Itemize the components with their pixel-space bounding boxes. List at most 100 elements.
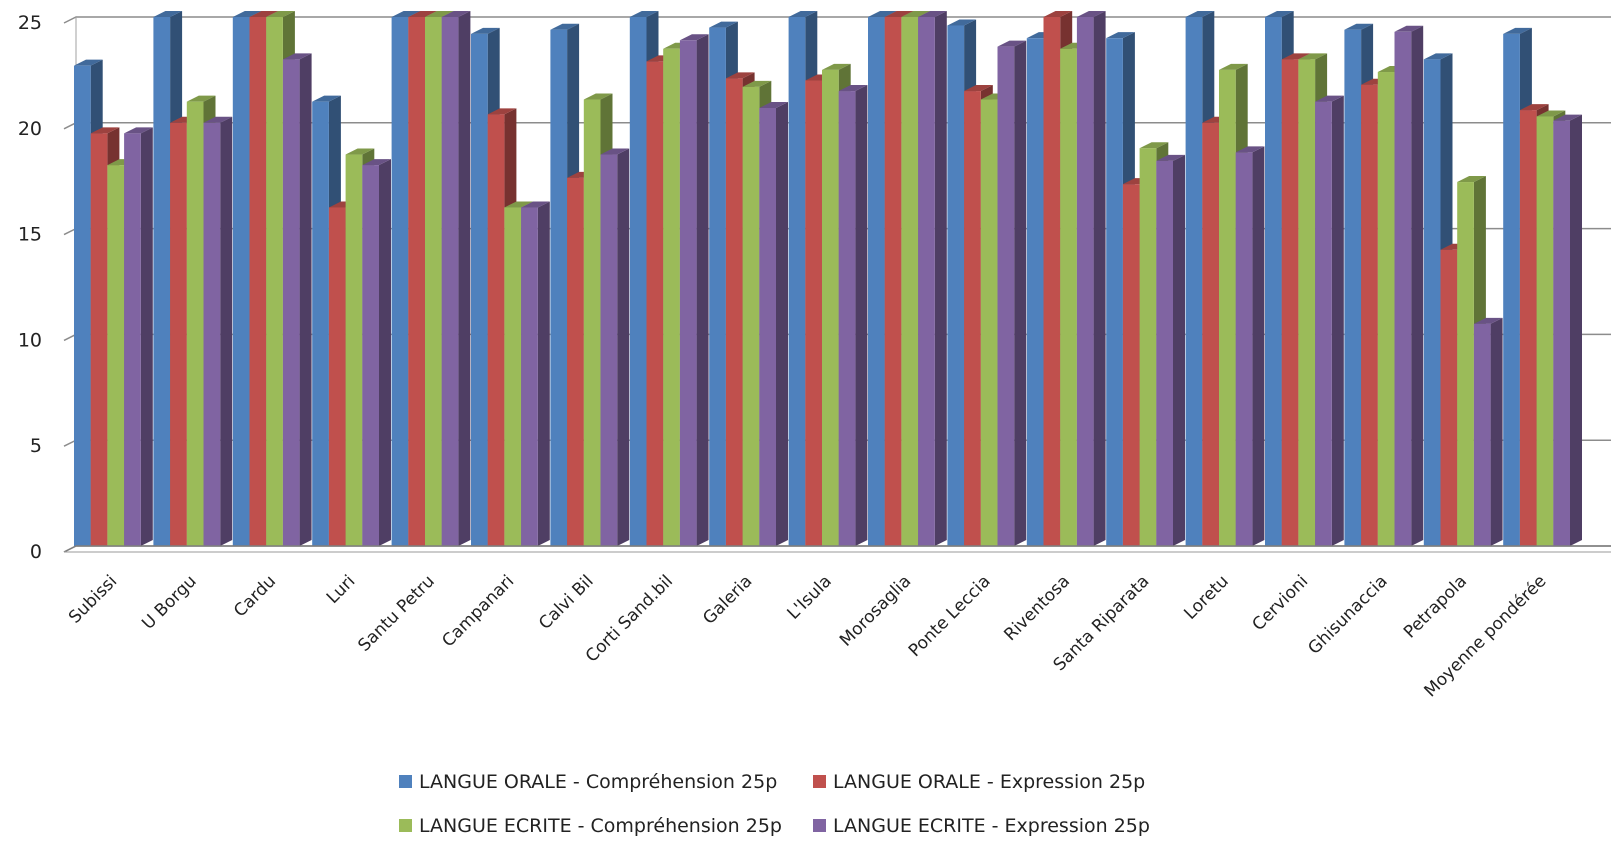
legend-label: LANGUE ECRITE - Expression 25p bbox=[833, 815, 1150, 837]
bar-top bbox=[521, 201, 550, 208]
bar-front bbox=[1503, 33, 1520, 547]
bar-front bbox=[471, 33, 488, 547]
bar-top bbox=[1519, 104, 1549, 111]
bar-front bbox=[90, 133, 108, 546]
x-tick-label: Galeria bbox=[699, 571, 756, 628]
bar-top bbox=[947, 19, 977, 26]
bar-top bbox=[997, 40, 1027, 47]
bar-side bbox=[855, 85, 868, 546]
bar bbox=[1473, 317, 1503, 546]
bar-side bbox=[1014, 40, 1027, 547]
bar-front bbox=[1265, 17, 1282, 546]
bar-top bbox=[282, 53, 312, 60]
bar-top bbox=[186, 95, 216, 102]
bar-front bbox=[441, 17, 459, 546]
bar-front bbox=[884, 17, 902, 546]
x-tick-label: Subissi bbox=[65, 571, 121, 627]
bar-front bbox=[203, 122, 221, 547]
bar-front bbox=[1473, 323, 1491, 546]
x-tick-label: Campanari bbox=[438, 571, 518, 651]
bar-top bbox=[759, 101, 788, 108]
bar-top bbox=[1185, 11, 1215, 17]
bar-top bbox=[471, 27, 500, 34]
bar-top bbox=[788, 11, 818, 17]
bar-top bbox=[362, 159, 391, 166]
bar-top bbox=[1553, 114, 1582, 121]
bar-top bbox=[901, 11, 931, 17]
bar-top bbox=[918, 11, 947, 17]
x-tick-label: Loretu bbox=[1180, 571, 1232, 623]
bar-front bbox=[107, 165, 125, 546]
y-tick-label: 5 bbox=[30, 435, 42, 457]
bar-side bbox=[220, 116, 233, 547]
bar-front bbox=[1076, 17, 1094, 546]
y-tick-label: 25 bbox=[18, 12, 42, 34]
bar-front bbox=[1202, 122, 1219, 547]
bar-top bbox=[1473, 317, 1503, 324]
bar-top bbox=[1156, 154, 1185, 161]
bar-side bbox=[140, 127, 153, 546]
bar bbox=[1235, 146, 1265, 546]
bar-front bbox=[1281, 59, 1299, 546]
bar bbox=[759, 101, 788, 546]
bar-top bbox=[1315, 95, 1344, 102]
bar bbox=[679, 34, 709, 546]
bar bbox=[521, 201, 550, 546]
bar bbox=[124, 127, 153, 546]
bar-front bbox=[901, 17, 919, 546]
bar-side bbox=[458, 11, 471, 546]
bar-top bbox=[583, 93, 613, 100]
x-tick-label: Ghisunaccia bbox=[1304, 571, 1391, 658]
y-tick-label: 20 bbox=[18, 118, 42, 140]
bar-front bbox=[759, 107, 776, 546]
bar-front bbox=[1553, 120, 1570, 547]
bar-top bbox=[74, 59, 103, 66]
bar bbox=[997, 40, 1027, 547]
x-tick-label: L'Isula bbox=[784, 571, 836, 623]
x-tick-label: Ponte Leccia bbox=[905, 571, 995, 661]
bar-front bbox=[328, 207, 346, 546]
bar-top bbox=[504, 201, 534, 208]
bar-side bbox=[776, 101, 788, 546]
bar-top bbox=[1344, 23, 1374, 30]
bar-side bbox=[1331, 95, 1344, 546]
bar-front bbox=[600, 154, 618, 547]
bar-top bbox=[550, 23, 580, 30]
bar-front bbox=[1219, 69, 1236, 547]
bar-top bbox=[822, 63, 851, 70]
bar-front bbox=[362, 165, 379, 546]
bar-side bbox=[1570, 114, 1582, 547]
bar-top bbox=[1457, 176, 1486, 183]
bar-top bbox=[1298, 53, 1328, 60]
bar-front bbox=[583, 99, 601, 547]
bar bbox=[838, 85, 868, 546]
bar bbox=[203, 116, 233, 547]
bar-front bbox=[1106, 38, 1123, 546]
bar-top bbox=[487, 108, 517, 115]
bar-front bbox=[550, 29, 568, 547]
bar bbox=[600, 148, 630, 547]
bar-front bbox=[232, 17, 250, 546]
bar-front bbox=[1043, 17, 1061, 546]
bar-side bbox=[617, 148, 630, 547]
bar-front bbox=[980, 99, 998, 547]
bar bbox=[362, 159, 391, 546]
legend-swatch bbox=[813, 775, 826, 788]
bar-top bbox=[1106, 32, 1135, 39]
bar-front bbox=[1156, 160, 1173, 546]
bar-side bbox=[379, 159, 391, 546]
x-tick-label: Riventosa bbox=[1000, 571, 1074, 645]
bar-front bbox=[266, 17, 283, 546]
bar bbox=[282, 53, 312, 546]
bar-front bbox=[964, 91, 981, 546]
bar-top bbox=[709, 21, 738, 28]
x-tick-label: Cervioni bbox=[1249, 571, 1313, 635]
bar-front bbox=[997, 46, 1015, 547]
bar-front bbox=[408, 17, 425, 546]
bar-front bbox=[1185, 17, 1203, 546]
x-axis-line bbox=[63, 545, 1611, 553]
bar-front bbox=[947, 25, 965, 547]
bar-top bbox=[345, 148, 375, 155]
legend-label: LANGUE ECRITE - Compréhension 25p bbox=[419, 815, 782, 837]
bar-front bbox=[838, 91, 856, 546]
